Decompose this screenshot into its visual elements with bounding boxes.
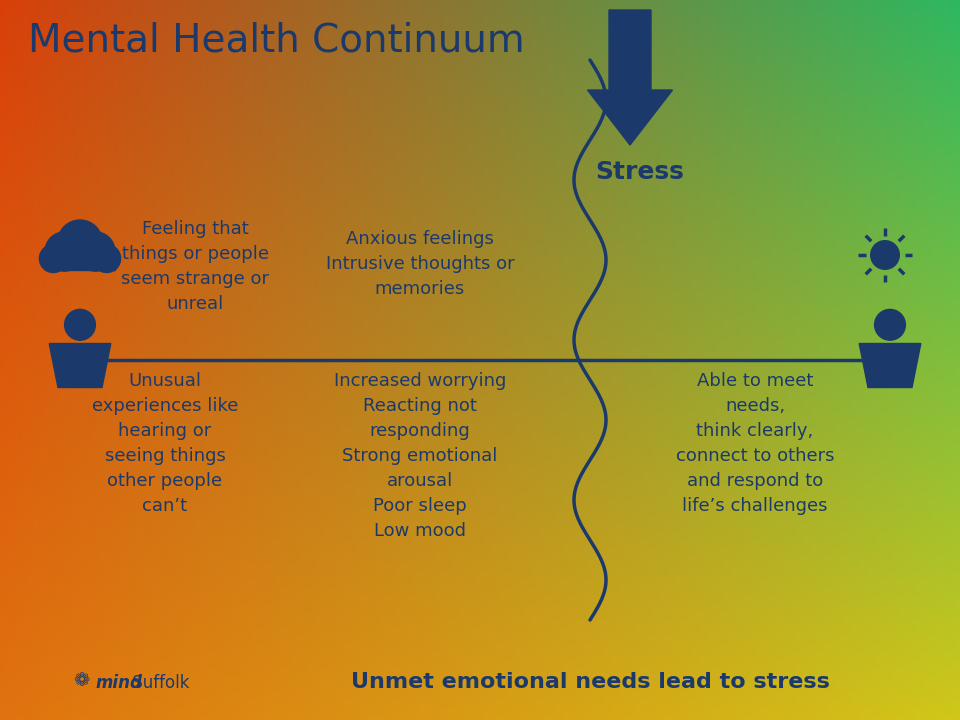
Polygon shape [45, 261, 115, 271]
Text: ❁: ❁ [73, 671, 89, 690]
Circle shape [875, 310, 905, 341]
Circle shape [39, 245, 67, 272]
Circle shape [92, 245, 121, 272]
Text: Able to meet
needs,
think clearly,
connect to others
and respond to
life’s chall: Able to meet needs, think clearly, conne… [676, 372, 834, 515]
Text: Unusual
experiences like
hearing or
seeing things
other people
can’t: Unusual experiences like hearing or seei… [92, 372, 238, 515]
Circle shape [45, 232, 84, 271]
Circle shape [58, 220, 103, 265]
Text: Suffolk: Suffolk [127, 674, 189, 692]
Circle shape [871, 240, 900, 269]
Text: Stress: Stress [595, 160, 684, 184]
Polygon shape [49, 343, 110, 387]
Text: Unmet emotional needs lead to stress: Unmet emotional needs lead to stress [350, 672, 829, 692]
Text: Increased worrying
Reacting not
responding
Strong emotional
arousal
Poor sleep
L: Increased worrying Reacting not respondi… [334, 372, 506, 540]
Text: Feeling that
things or people
seem strange or
unreal: Feeling that things or people seem stran… [121, 220, 269, 313]
Text: Anxious feelings
Intrusive thoughts or
memories: Anxious feelings Intrusive thoughts or m… [325, 230, 515, 298]
Circle shape [64, 310, 95, 341]
Polygon shape [588, 10, 673, 145]
Polygon shape [859, 343, 921, 387]
Text: mind: mind [95, 674, 142, 692]
Text: Mental Health Continuum: Mental Health Continuum [28, 21, 524, 59]
Circle shape [76, 232, 115, 271]
